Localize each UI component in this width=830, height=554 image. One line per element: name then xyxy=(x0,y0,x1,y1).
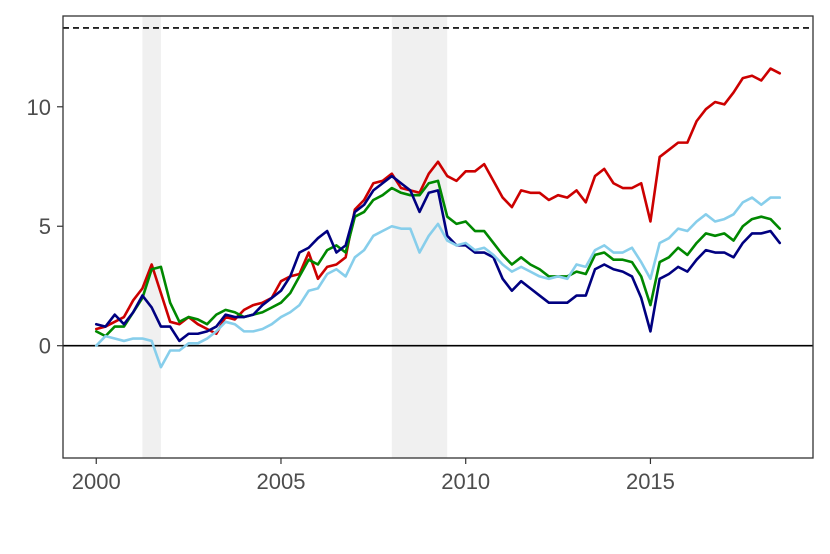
reference-lines xyxy=(63,27,813,347)
y-tick-label: 10 xyxy=(27,95,51,120)
series-line-4 xyxy=(94,196,782,369)
recession-bands xyxy=(142,16,448,458)
x-tick-label: 2000 xyxy=(72,469,121,494)
x-tick-label: 2015 xyxy=(626,469,675,494)
plot-panel-border xyxy=(62,15,814,459)
series-line-2 xyxy=(94,179,782,338)
recession-band-2 xyxy=(391,16,448,458)
recession-band-1 xyxy=(142,16,161,458)
y-axis: 0 5 10 xyxy=(27,95,63,359)
series-line-3 xyxy=(94,174,782,343)
x-tick-label: 2005 xyxy=(257,469,306,494)
y-tick-label: 5 xyxy=(39,214,51,239)
data-series xyxy=(94,67,782,369)
x-axis: 2000 2005 2010 2015 xyxy=(72,458,675,494)
x-tick-label: 2010 xyxy=(441,469,490,494)
y-tick-label: 0 xyxy=(39,334,51,359)
